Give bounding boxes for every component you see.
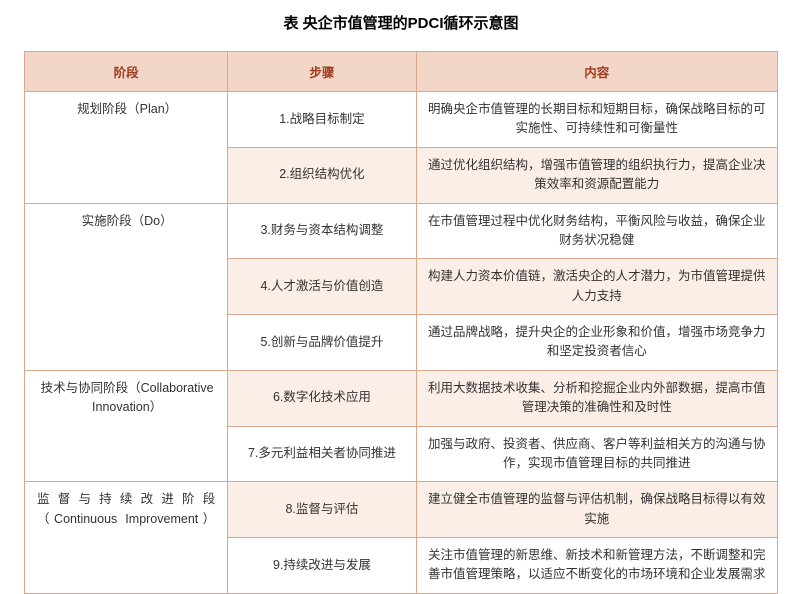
step-cell: 7.多元利益相关者协同推进 [228, 426, 416, 482]
phase-cell: 实施阶段（Do） [25, 203, 228, 370]
phase-cell: 规划阶段（Plan） [25, 92, 228, 204]
col-content: 内容 [416, 52, 777, 92]
phase-cell: 技术与协同阶段（Collaborative Innovation） [25, 370, 228, 482]
step-cell: 1.战略目标制定 [228, 92, 416, 148]
header-row: 阶段 步骤 内容 [25, 52, 778, 92]
content-cell: 关注市值管理的新思维、新技术和新管理方法，不断调整和完善市值管理策略，以适应不断… [416, 538, 777, 594]
step-cell: 5.创新与品牌价值提升 [228, 315, 416, 371]
step-cell: 3.财务与资本结构调整 [228, 203, 416, 259]
table-row: 规划阶段（Plan）1.战略目标制定明确央企市值管理的长期目标和短期目标，确保战… [25, 92, 778, 148]
pdci-table: 阶段 步骤 内容 规划阶段（Plan）1.战略目标制定明确央企市值管理的长期目标… [24, 51, 778, 594]
content-cell: 加强与政府、投资者、供应商、客户等利益相关方的沟通与协作，实现市值管理目标的共同… [416, 426, 777, 482]
col-phase: 阶段 [25, 52, 228, 92]
step-cell: 6.数字化技术应用 [228, 370, 416, 426]
table-row: 技术与协同阶段（Collaborative Innovation）6.数字化技术… [25, 370, 778, 426]
step-cell: 8.监督与评估 [228, 482, 416, 538]
content-cell: 构建人力资本价值链，激活央企的人才潜力，为市值管理提供人力支持 [416, 259, 777, 315]
step-cell: 4.人才激活与价值创造 [228, 259, 416, 315]
phase-cell: 监督与持续改进阶段（Continuous Improvement） [25, 482, 228, 594]
table-title: 表 央企市值管理的PDCI循环示意图 [24, 12, 778, 33]
step-cell: 9.持续改进与发展 [228, 538, 416, 594]
content-cell: 通过品牌战略，提升央企的企业形象和价值，增强市场竞争力和坚定投资者信心 [416, 315, 777, 371]
content-cell: 利用大数据技术收集、分析和挖掘企业内外部数据，提高市值管理决策的准确性和及时性 [416, 370, 777, 426]
table-row: 实施阶段（Do）3.财务与资本结构调整在市值管理过程中优化财务结构，平衡风险与收… [25, 203, 778, 259]
col-step: 步骤 [228, 52, 416, 92]
step-cell: 2.组织结构优化 [228, 147, 416, 203]
content-cell: 明确央企市值管理的长期目标和短期目标，确保战略目标的可实施性、可持续性和可衡量性 [416, 92, 777, 148]
content-cell: 在市值管理过程中优化财务结构，平衡风险与收益，确保企业财务状况稳健 [416, 203, 777, 259]
table-row: 监督与持续改进阶段（Continuous Improvement）8.监督与评估… [25, 482, 778, 538]
content-cell: 建立健全市值管理的监督与评估机制，确保战略目标得以有效实施 [416, 482, 777, 538]
content-cell: 通过优化组织结构，增强市值管理的组织执行力，提高企业决策效率和资源配置能力 [416, 147, 777, 203]
